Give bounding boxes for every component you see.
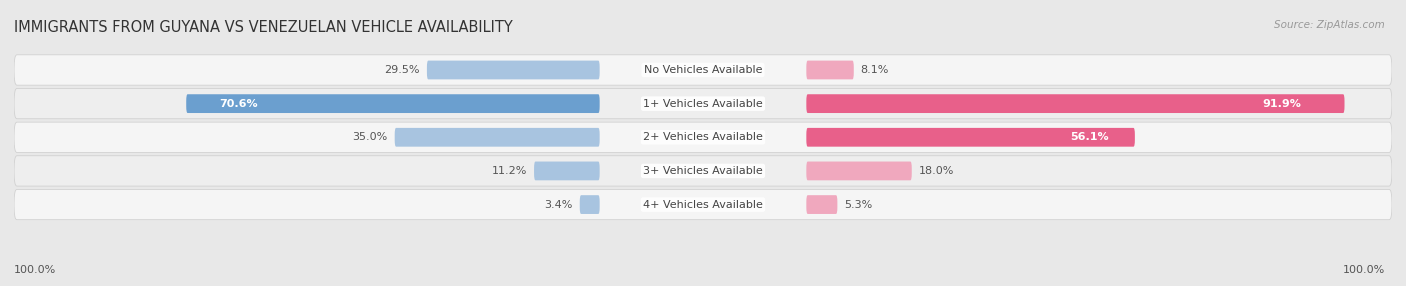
FancyBboxPatch shape — [534, 162, 599, 180]
FancyBboxPatch shape — [579, 195, 599, 214]
Text: 91.9%: 91.9% — [1263, 99, 1302, 109]
Text: 56.1%: 56.1% — [1070, 132, 1108, 142]
FancyBboxPatch shape — [807, 94, 1344, 113]
Text: Source: ZipAtlas.com: Source: ZipAtlas.com — [1274, 20, 1385, 30]
FancyBboxPatch shape — [807, 61, 853, 80]
FancyBboxPatch shape — [807, 128, 1135, 147]
FancyBboxPatch shape — [807, 195, 838, 214]
Text: IMMIGRANTS FROM GUYANA VS VENEZUELAN VEHICLE AVAILABILITY: IMMIGRANTS FROM GUYANA VS VENEZUELAN VEH… — [14, 20, 513, 35]
FancyBboxPatch shape — [807, 162, 911, 180]
Text: 11.2%: 11.2% — [492, 166, 527, 176]
Text: No Vehicles Available: No Vehicles Available — [644, 65, 762, 75]
FancyBboxPatch shape — [427, 61, 599, 80]
FancyBboxPatch shape — [14, 55, 1392, 85]
Text: 5.3%: 5.3% — [844, 200, 873, 210]
Text: 3.4%: 3.4% — [544, 200, 572, 210]
FancyBboxPatch shape — [14, 88, 1392, 119]
Text: 18.0%: 18.0% — [918, 166, 955, 176]
FancyBboxPatch shape — [14, 156, 1392, 186]
Text: 8.1%: 8.1% — [860, 65, 889, 75]
FancyBboxPatch shape — [395, 128, 599, 147]
Text: 100.0%: 100.0% — [14, 265, 56, 275]
Text: 100.0%: 100.0% — [1343, 265, 1385, 275]
FancyBboxPatch shape — [14, 189, 1392, 220]
Text: 1+ Vehicles Available: 1+ Vehicles Available — [643, 99, 763, 109]
Text: 70.6%: 70.6% — [219, 99, 257, 109]
FancyBboxPatch shape — [14, 122, 1392, 152]
Text: 2+ Vehicles Available: 2+ Vehicles Available — [643, 132, 763, 142]
Text: 4+ Vehicles Available: 4+ Vehicles Available — [643, 200, 763, 210]
Text: 3+ Vehicles Available: 3+ Vehicles Available — [643, 166, 763, 176]
Text: 29.5%: 29.5% — [384, 65, 420, 75]
Legend: Immigrants from Guyana, Venezuelan: Immigrants from Guyana, Venezuelan — [562, 284, 844, 286]
FancyBboxPatch shape — [186, 94, 599, 113]
Text: 35.0%: 35.0% — [353, 132, 388, 142]
